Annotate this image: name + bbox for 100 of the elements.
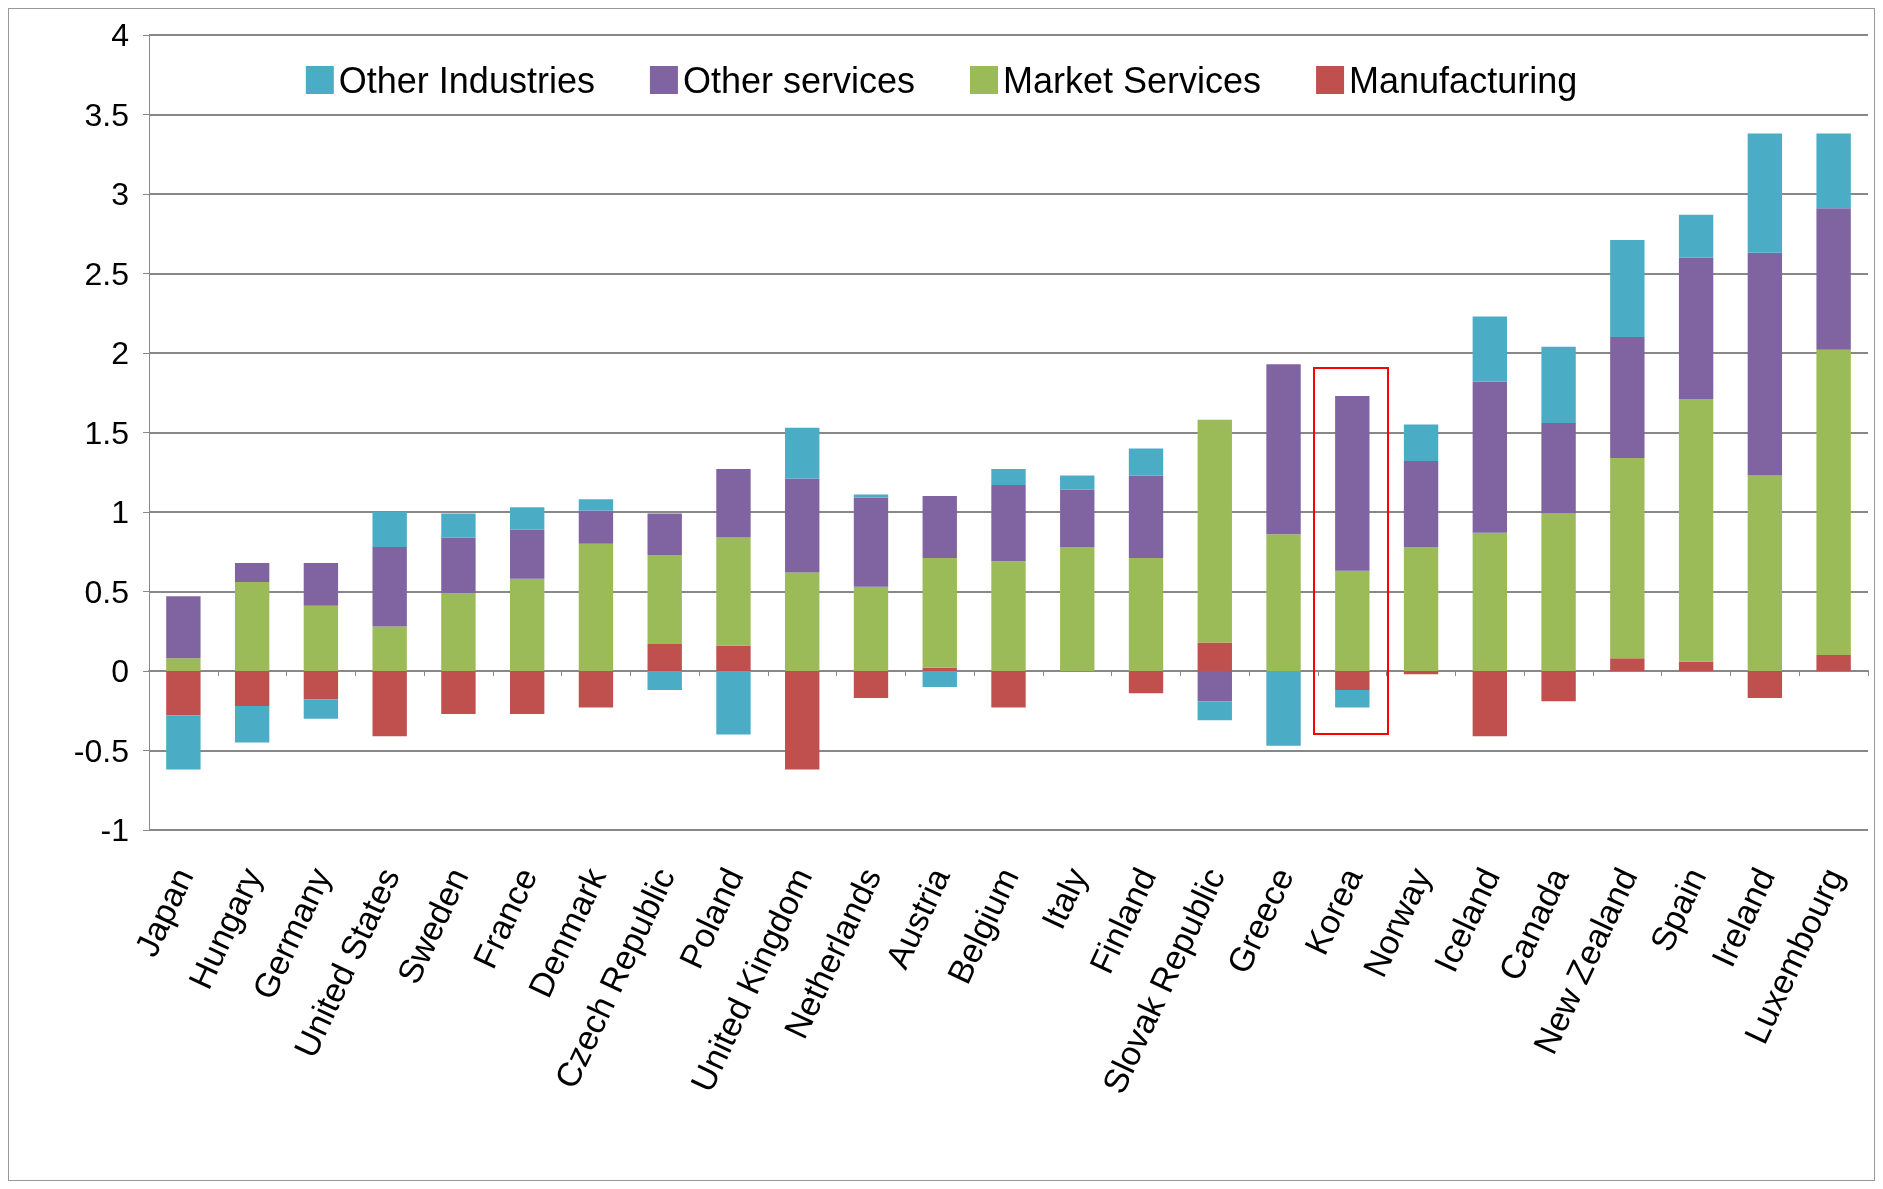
bar (991, 671, 1026, 708)
bar (1472, 316, 1508, 382)
bar (1541, 346, 1576, 423)
bar (1747, 133, 1783, 253)
bar (578, 671, 614, 708)
bar (1197, 642, 1232, 671)
bar (853, 586, 889, 671)
bar (853, 497, 889, 587)
bar (785, 671, 820, 770)
bar (647, 643, 682, 671)
bar (1816, 349, 1851, 656)
bar (509, 671, 545, 714)
bar (166, 596, 201, 659)
bar (1541, 671, 1576, 702)
y-tick-label: 3 (111, 176, 129, 212)
bar (372, 512, 407, 547)
bar (1403, 546, 1439, 671)
bar (166, 715, 201, 770)
legend-label: Manufacturing (1349, 59, 1578, 101)
bar (991, 484, 1026, 562)
bar (1197, 701, 1232, 721)
bar (509, 578, 545, 671)
bar (716, 645, 751, 671)
bar (1747, 252, 1783, 476)
bar (1060, 546, 1095, 671)
bar (1678, 257, 1714, 400)
y-tick-label: 0.5 (84, 573, 129, 610)
bar (441, 593, 476, 671)
bar (922, 667, 957, 671)
bar (1266, 534, 1301, 671)
bar (1472, 671, 1508, 737)
y-tick-label: 2 (111, 335, 129, 371)
bar (234, 671, 270, 706)
bar (716, 469, 751, 538)
bar (303, 562, 339, 606)
bar (372, 626, 407, 671)
bar (166, 658, 201, 671)
x-tick-label: Italy (1033, 861, 1095, 935)
bar (234, 562, 270, 582)
bar (303, 605, 339, 671)
bar (578, 543, 614, 671)
bar (1335, 395, 1370, 571)
bar (716, 537, 751, 646)
bar (1403, 461, 1439, 547)
bar (1610, 658, 1645, 671)
bar (785, 572, 820, 671)
bar (1541, 513, 1576, 671)
bar (647, 671, 682, 691)
bar (1403, 671, 1439, 675)
bar (922, 496, 957, 559)
bar (1472, 532, 1508, 671)
bar (1060, 489, 1095, 547)
bar (1816, 208, 1851, 350)
y-tick-label: 4 (111, 17, 129, 53)
bar (1335, 690, 1370, 708)
bar (1266, 364, 1301, 535)
y-tick-label: 2.5 (84, 255, 129, 292)
bar (509, 507, 545, 530)
y-tick-label: -0.5 (73, 732, 129, 769)
bar (1541, 422, 1576, 514)
bar (1678, 399, 1714, 662)
bar (1128, 475, 1164, 559)
bar (1610, 457, 1645, 659)
bar (578, 510, 614, 544)
bar (991, 561, 1026, 671)
bar (922, 671, 957, 687)
bar (1335, 671, 1370, 691)
bar (853, 671, 889, 699)
bar (303, 671, 339, 700)
bar (303, 699, 339, 719)
bar (509, 529, 545, 579)
y-tick-label: 1 (111, 494, 129, 530)
legend-label: Other services (682, 59, 915, 101)
bar (1472, 381, 1508, 533)
bar (785, 427, 820, 479)
legend-label: Market Services (1002, 59, 1262, 101)
bar (234, 705, 270, 743)
bar (922, 558, 957, 668)
bar (1747, 475, 1783, 671)
bar (1197, 671, 1232, 702)
bar (441, 671, 476, 714)
bar (647, 513, 682, 555)
bar (1747, 671, 1783, 699)
bar (1403, 424, 1439, 462)
bar (372, 671, 407, 737)
bar (1816, 133, 1851, 209)
bar (1610, 337, 1645, 458)
bar (1266, 671, 1301, 746)
bar (991, 469, 1026, 485)
bar (372, 546, 407, 627)
bar (1610, 240, 1645, 338)
y-tick-label: 1.5 (84, 414, 129, 451)
bar (853, 494, 889, 498)
y-tick-label: -1 (100, 812, 129, 848)
bar (647, 554, 682, 644)
bar (578, 499, 614, 511)
y-tick-label: 0 (111, 653, 129, 689)
bar (1197, 419, 1232, 643)
y-tick-label: 3.5 (84, 96, 129, 133)
bar (1335, 570, 1370, 671)
